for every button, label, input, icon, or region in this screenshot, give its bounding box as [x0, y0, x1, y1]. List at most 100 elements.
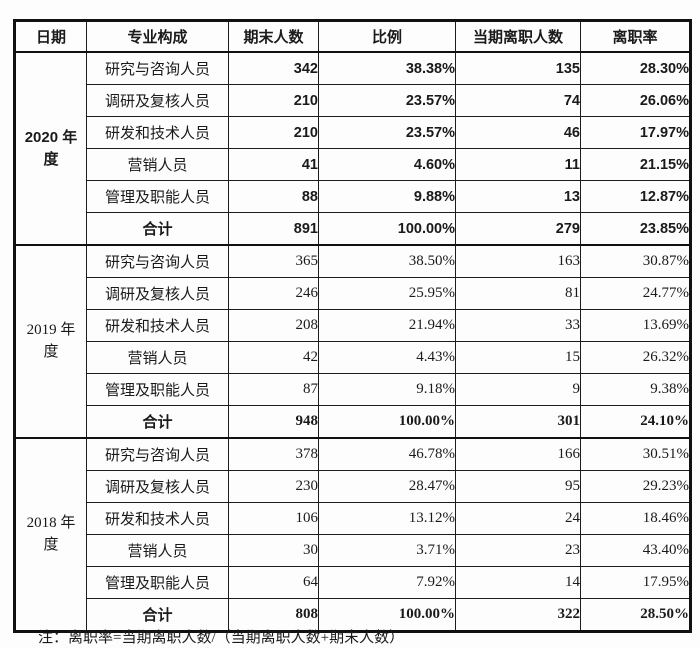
rate-cell: 26.32%: [580, 341, 691, 374]
footnote: 注：离职率=当期离职人数/（当期离职人数+期末人数）: [38, 630, 405, 646]
group-2020: 2020 年 度 研究与咨询人员 342 38.38% 135 28.30% 调…: [14, 51, 691, 246]
ratio-cell: 28.47%: [318, 470, 456, 503]
rate-cell: 24.10%: [580, 405, 691, 439]
rate-cell: 29.23%: [580, 470, 691, 503]
departures-cell: 23: [455, 534, 581, 567]
table-row: 调研及复核人员 230 28.47% 95 29.23%: [15, 470, 691, 503]
departures-cell: 81: [455, 277, 581, 310]
header-date: 日期: [14, 20, 87, 53]
headcount-cell: 365: [228, 244, 319, 278]
ratio-cell: 4.43%: [318, 341, 456, 374]
header-composition: 专业构成: [86, 20, 229, 53]
headcount-cell: 948: [228, 405, 319, 439]
category-cell: 研究与咨询人员: [86, 437, 229, 471]
headcount-cell: 208: [228, 309, 319, 342]
total-row: 合计 891 100.00% 279 23.85%: [15, 212, 691, 246]
ratio-cell: 23.57%: [318, 116, 456, 149]
ratio-cell: 38.38%: [318, 51, 456, 85]
ratio-cell: 4.60%: [318, 148, 456, 181]
headcount-cell: 106: [228, 502, 319, 535]
headcount-cell: 210: [228, 116, 319, 149]
category-cell: 研究与咨询人员: [86, 244, 229, 278]
departures-cell: 301: [455, 405, 581, 439]
category-cell: 合计: [86, 598, 229, 632]
header-rate: 离职率: [580, 20, 691, 53]
headcount-cell: 64: [228, 566, 319, 599]
category-cell: 研发和技术人员: [86, 309, 229, 342]
table-row: 2020 年 度 研究与咨询人员 342 38.38% 135 28.30%: [14, 51, 691, 246]
rate-cell: 43.40%: [580, 534, 691, 567]
rate-cell: 30.87%: [580, 244, 691, 278]
category-cell: 管理及职能人员: [86, 373, 229, 406]
rate-cell: 9.38%: [580, 373, 691, 406]
category-cell: 研发和技术人员: [86, 502, 229, 535]
headcount-cell: 87: [228, 373, 319, 406]
total-row: 合计 948 100.00% 301 24.10%: [15, 405, 691, 439]
total-row: 合计 808 100.00% 322 28.50%: [15, 598, 691, 632]
ratio-cell: 100.00%: [318, 405, 456, 439]
headcount-cell: 210: [228, 84, 319, 117]
rate-cell: 17.95%: [580, 566, 691, 599]
ratio-cell: 9.88%: [318, 180, 456, 213]
category-cell: 营销人员: [86, 148, 229, 181]
departures-cell: 95: [455, 470, 581, 503]
table-row: 管理及职能人员 87 9.18% 9 9.38%: [15, 373, 691, 406]
group-2018: 2018 年 度 研究与咨询人员 378 46.78% 166 30.51% 调…: [14, 437, 691, 632]
rate-cell: 26.06%: [580, 84, 691, 117]
ratio-cell: 23.57%: [318, 84, 456, 117]
table-row: 研发和技术人员 106 13.12% 24 18.46%: [15, 502, 691, 535]
headcount-cell: 41: [228, 148, 319, 181]
table-row: 管理及职能人员 64 7.92% 14 17.95%: [15, 566, 691, 599]
ratio-cell: 46.78%: [318, 437, 456, 471]
table-row: 管理及职能人员 88 9.88% 13 12.87%: [15, 180, 691, 213]
rate-cell: 13.69%: [580, 309, 691, 342]
headcount-cell: 378: [228, 437, 319, 471]
rate-cell: 18.46%: [580, 502, 691, 535]
departures-cell: 135: [455, 51, 581, 85]
departures-cell: 14: [455, 566, 581, 599]
header-departures: 当期离职人数: [455, 20, 581, 53]
departures-cell: 279: [455, 212, 581, 246]
departures-cell: 166: [455, 437, 581, 471]
departures-cell: 74: [455, 84, 581, 117]
group-2019: 2019 年 度 研究与咨询人员 365 38.50% 163 30.87% 调…: [14, 244, 691, 439]
departures-cell: 33: [455, 309, 581, 342]
departures-cell: 15: [455, 341, 581, 374]
year-cell-2018: 2018 年 度: [14, 437, 87, 632]
table-row: 研发和技术人员 210 23.57% 46 17.97%: [15, 116, 691, 149]
category-cell: 营销人员: [86, 341, 229, 374]
table-row: 营销人员 41 4.60% 11 21.15%: [15, 148, 691, 181]
headcount-cell: 42: [228, 341, 319, 374]
category-cell: 合计: [86, 212, 229, 246]
rate-cell: 21.15%: [580, 148, 691, 181]
departures-cell: 24: [455, 502, 581, 535]
rate-cell: 24.77%: [580, 277, 691, 310]
category-cell: 合计: [86, 405, 229, 439]
ratio-cell: 7.92%: [318, 566, 456, 599]
ratio-cell: 38.50%: [318, 244, 456, 278]
table-row: 调研及复核人员 210 23.57% 74 26.06%: [15, 84, 691, 117]
table-row: 调研及复核人员 246 25.95% 81 24.77%: [15, 277, 691, 310]
departures-cell: 163: [455, 244, 581, 278]
departures-cell: 11: [455, 148, 581, 181]
rate-cell: 28.50%: [580, 598, 691, 632]
headcount-cell: 342: [228, 51, 319, 85]
year-cell-2020: 2020 年 度: [14, 51, 87, 246]
rate-cell: 30.51%: [580, 437, 691, 471]
category-cell: 营销人员: [86, 534, 229, 567]
ratio-cell: 3.71%: [318, 534, 456, 567]
category-cell: 研究与咨询人员: [86, 51, 229, 85]
rate-cell: 12.87%: [580, 180, 691, 213]
rate-cell: 17.97%: [580, 116, 691, 149]
table-row: 2019 年 度 研究与咨询人员 365 38.50% 163 30.87%: [14, 244, 691, 439]
headcount-cell: 88: [228, 180, 319, 213]
table-row: 2018 年 度 研究与咨询人员 378 46.78% 166 30.51%: [14, 437, 691, 632]
header-headcount: 期末人数: [228, 20, 319, 53]
table-row: 营销人员 42 4.43% 15 26.32%: [15, 341, 691, 374]
category-cell: 调研及复核人员: [86, 470, 229, 503]
ratio-cell: 13.12%: [318, 502, 456, 535]
ratio-cell: 21.94%: [318, 309, 456, 342]
headcount-cell: 246: [228, 277, 319, 310]
category-cell: 管理及职能人员: [86, 180, 229, 213]
headcount-cell: 891: [228, 212, 319, 246]
